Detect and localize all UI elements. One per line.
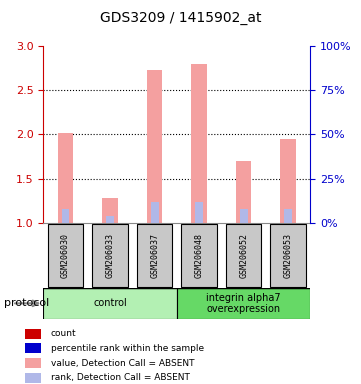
Text: percentile rank within the sample: percentile rank within the sample: [51, 344, 204, 353]
Text: count: count: [51, 329, 76, 338]
Bar: [195, 202, 203, 223]
Bar: [147, 70, 162, 223]
Text: GSM206052: GSM206052: [239, 233, 248, 278]
Text: GSM206037: GSM206037: [150, 233, 159, 278]
FancyBboxPatch shape: [137, 224, 173, 287]
Bar: [280, 139, 296, 223]
Bar: [284, 209, 292, 223]
Bar: [58, 132, 73, 223]
Text: GSM206053: GSM206053: [284, 233, 293, 278]
FancyBboxPatch shape: [92, 224, 128, 287]
Text: integrin alpha7
overexpression: integrin alpha7 overexpression: [206, 293, 281, 314]
Bar: [191, 64, 207, 223]
Text: GDS3209 / 1415902_at: GDS3209 / 1415902_at: [100, 11, 261, 25]
FancyBboxPatch shape: [48, 224, 83, 287]
Text: value, Detection Call = ABSENT: value, Detection Call = ABSENT: [51, 359, 194, 367]
Text: GSM206033: GSM206033: [106, 233, 114, 278]
Bar: [25, 358, 41, 368]
Bar: [25, 343, 41, 353]
FancyBboxPatch shape: [270, 224, 306, 287]
Text: GSM206030: GSM206030: [61, 233, 70, 278]
FancyBboxPatch shape: [43, 288, 177, 319]
Text: rank, Detection Call = ABSENT: rank, Detection Call = ABSENT: [51, 373, 190, 382]
FancyBboxPatch shape: [181, 224, 217, 287]
Bar: [106, 216, 114, 223]
Bar: [151, 202, 158, 223]
Bar: [62, 209, 69, 223]
FancyBboxPatch shape: [177, 288, 310, 319]
Bar: [25, 329, 41, 339]
Text: GSM206048: GSM206048: [195, 233, 204, 278]
Bar: [240, 209, 248, 223]
Bar: [236, 161, 252, 223]
Text: protocol: protocol: [4, 298, 49, 308]
FancyBboxPatch shape: [226, 224, 261, 287]
Text: control: control: [93, 298, 127, 308]
Bar: [25, 373, 41, 383]
Bar: [102, 198, 118, 223]
